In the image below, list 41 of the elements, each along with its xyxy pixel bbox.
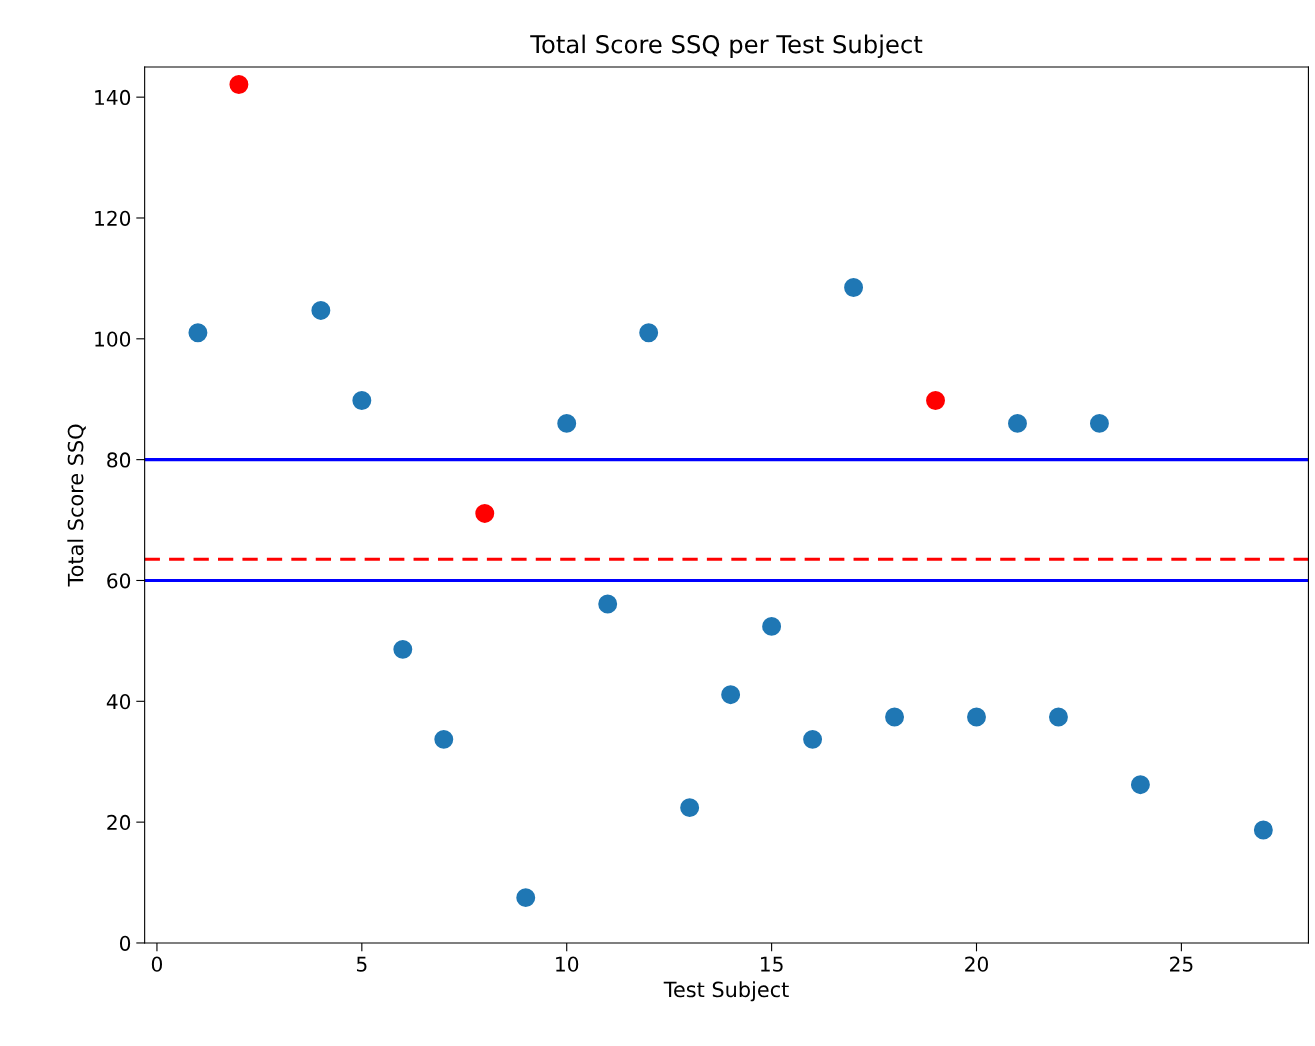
point — [965, 705, 988, 729]
point — [596, 592, 619, 616]
point — [555, 412, 578, 435]
point — [432, 728, 455, 751]
x-tick-label: 20 — [965, 956, 988, 972]
y-tick-label: 20 — [107, 814, 131, 831]
point — [391, 638, 414, 661]
point — [801, 728, 824, 751]
chart-title: Total Score SSQ per Test Subject — [530, 34, 923, 59]
point — [1006, 412, 1029, 435]
point — [350, 389, 373, 412]
point — [514, 886, 537, 909]
y-tick-label: 0 — [119, 935, 131, 951]
point — [1252, 818, 1275, 842]
y-axis-title: Total Score SSQ — [67, 424, 86, 587]
point — [924, 389, 947, 412]
point — [1129, 773, 1152, 796]
point — [309, 299, 332, 322]
y-tick-label: 100 — [95, 331, 131, 347]
point — [842, 276, 865, 299]
y-tick-label: 60 — [107, 573, 131, 589]
y-tick-label: 120 — [95, 210, 131, 226]
point — [760, 615, 783, 638]
point — [719, 683, 742, 706]
x-tick-label: 5 — [356, 956, 367, 972]
y-tick-label: 80 — [107, 452, 131, 468]
x-axis-title: Test Subject — [663, 981, 789, 1002]
point — [227, 73, 251, 96]
y-tick-label: 140 — [95, 89, 131, 106]
x-tick-label: 0 — [151, 956, 163, 972]
x-tick-label: 15 — [761, 956, 783, 972]
x-tick-label: 10 — [556, 956, 579, 972]
point — [186, 321, 210, 344]
x-tick-label: 25 — [1170, 956, 1193, 972]
point — [473, 502, 496, 525]
point — [678, 796, 701, 819]
point — [1088, 412, 1111, 435]
point — [637, 321, 660, 344]
point — [883, 705, 906, 729]
y-tick-label: 40 — [106, 694, 131, 710]
point — [1047, 705, 1070, 729]
